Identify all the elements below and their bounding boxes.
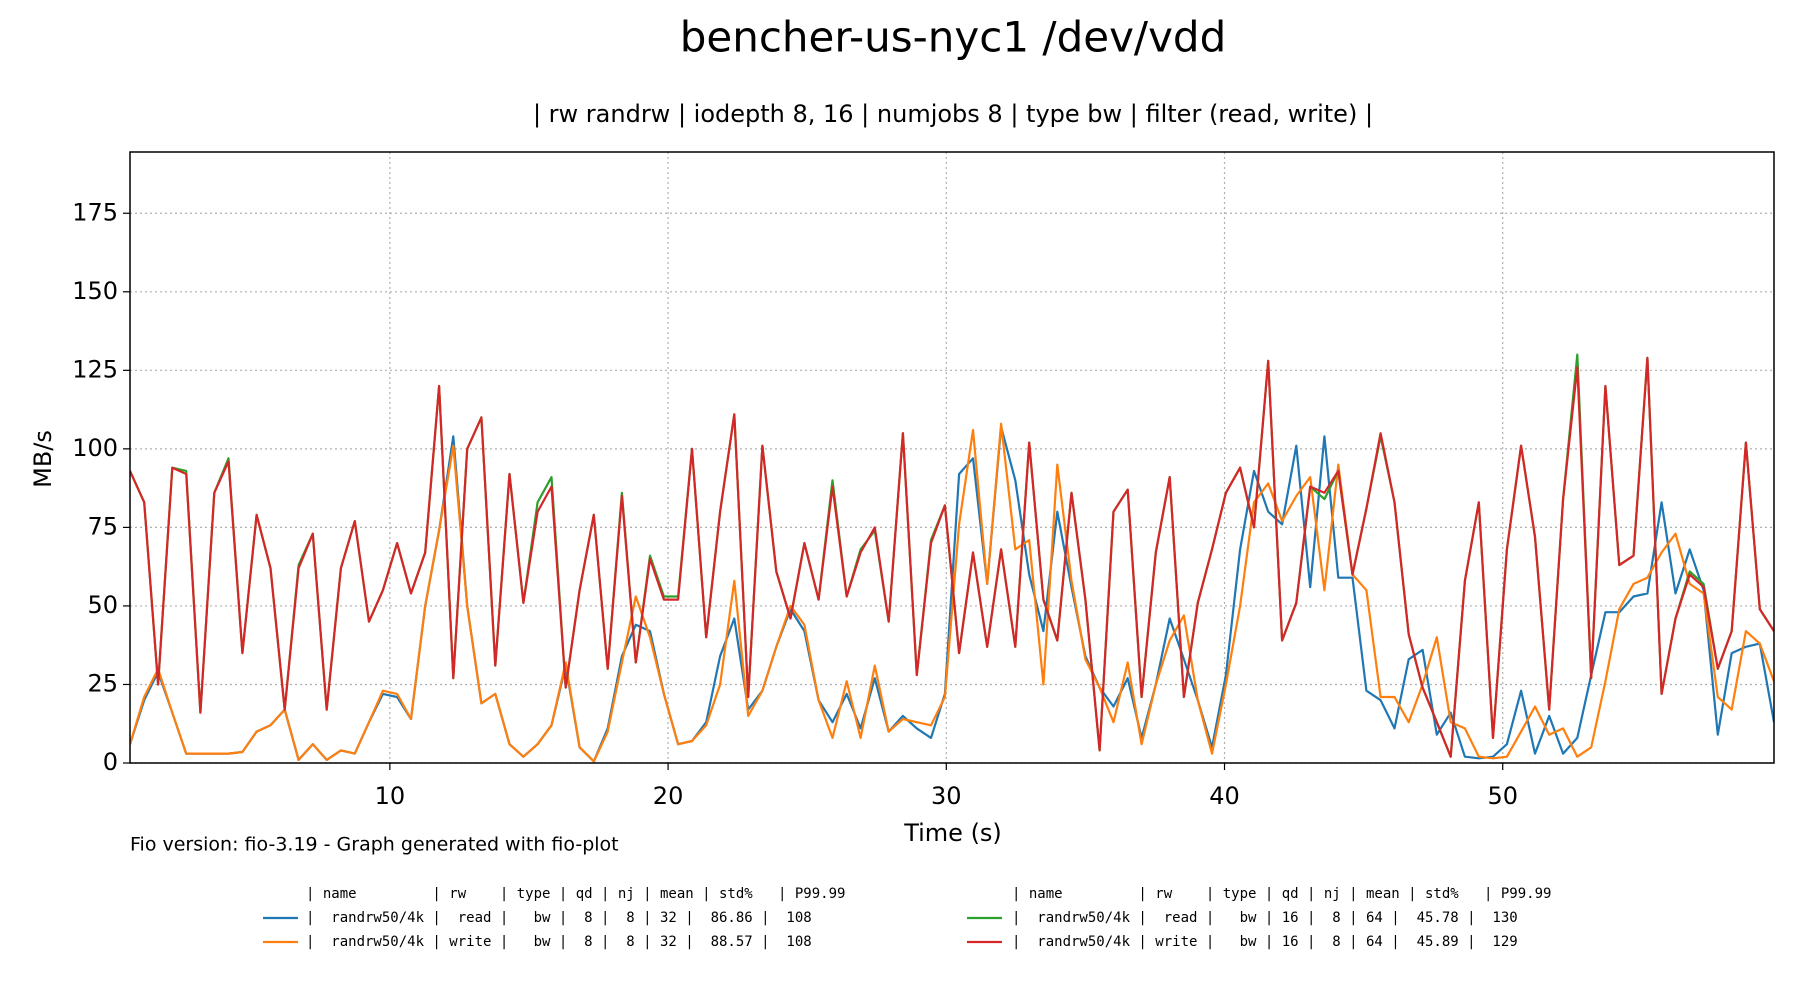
y-tick-label: 25 [87,669,118,697]
y-axis-label: MB/s [29,430,57,488]
chart-title: bencher-us-nyc1 /dev/vdd [680,13,1227,62]
x-tick-label: 30 [931,782,962,810]
y-tick-label: 0 [103,748,118,776]
x-tick-label: 10 [375,782,406,810]
y-tick-label: 75 [87,512,118,540]
series-line [130,422,1774,763]
legend-label: | randrw50/4k | write | bw | 8 | 8 | 32 … [306,934,812,950]
y-tick-label: 50 [87,591,118,619]
chart-subtitle: | rw randrw | iodepth 8, 16 | numjobs 8 … [533,100,1373,128]
y-tick-label: 150 [72,277,118,305]
x-axis-label: Time (s) [903,819,1002,847]
y-tick-label: 100 [72,434,118,462]
x-tick-label: 40 [1209,782,1240,810]
series-line [130,356,1774,758]
legend-header: | name | rw | type | qd | nj | mean | st… [306,886,845,902]
x-tick-label: 20 [653,782,684,810]
y-tick-label: 125 [72,355,118,383]
plot-frame [129,151,1775,764]
legend-label: | randrw50/4k | read | bw | 8 | 8 | 32 |… [306,910,812,926]
series-line [130,353,1774,758]
legend-label: | randrw50/4k | read | bw | 16 | 8 | 64 … [1012,910,1518,926]
legend-label: | randrw50/4k | write | bw | 16 | 8 | 64… [1012,934,1518,950]
x-tick-label: 50 [1487,782,1518,810]
footer-note: Fio version: fio-3.19 - Graph generated … [130,834,619,856]
y-tick-label: 175 [72,198,118,226]
legend-header: | name | rw | type | qd | nj | mean | st… [1012,886,1551,902]
series-line [130,425,1774,763]
